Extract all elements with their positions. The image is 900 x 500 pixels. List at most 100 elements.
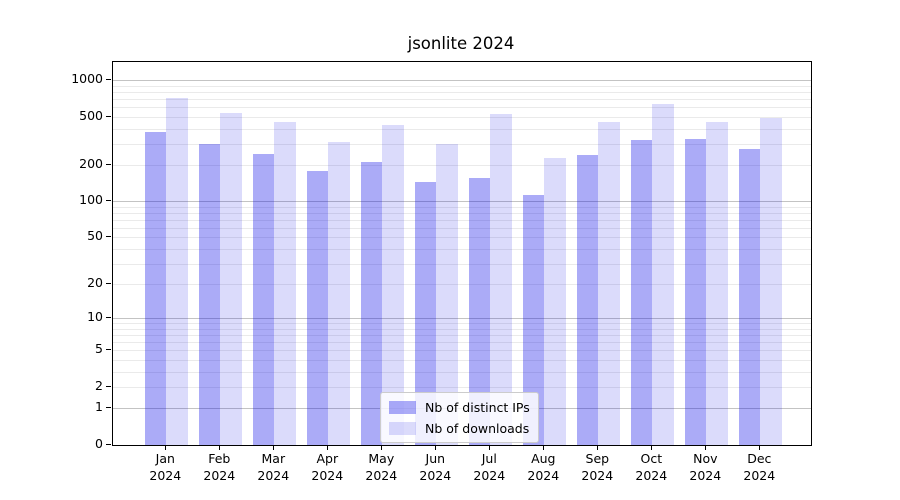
y-tick-mark [106,407,111,409]
bar-distinct-ips-sep [576,154,599,445]
x-tick-mark [381,445,383,450]
y-tick-label: 1 [95,399,103,415]
plot-area: Nb of distinct IPs Nb of downloads [112,61,812,446]
x-tick-mark [435,445,437,450]
month-label: Mar [261,451,286,466]
minor-gridline [113,387,811,388]
y-tick-label: 100 [79,192,103,208]
bar-downloads-feb [220,112,242,445]
minor-gridline [113,284,811,286]
x-tick-label-oct: Oct 2024 [619,451,683,484]
major-gridline [113,201,811,203]
x-tick-label-nov: Nov 2024 [673,451,737,484]
x-tick-mark [759,445,761,450]
minor-gridline [113,350,811,352]
month-label: Apr [316,451,339,466]
minor-gridline [113,342,811,344]
x-tick-mark [273,445,275,450]
month-label: Aug [531,451,556,466]
bar-distinct-ips-oct [630,140,653,445]
x-tick-label-jun: Jun 2024 [403,451,467,484]
minor-gridline [113,335,811,337]
minor-gridline [113,213,811,214]
minor-gridline [113,360,811,361]
month-label: Jan [155,451,175,466]
minor-gridline [113,228,811,229]
year-label: 2024 [257,467,290,483]
legend-row: Nb of downloads [389,420,530,436]
bar-distinct-ips-dec [738,148,761,445]
x-tick-label-apr: Apr 2024 [295,451,359,484]
minor-gridline [113,165,811,166]
x-tick-label-jul: Jul 2024 [457,451,521,484]
y-tick-mark [106,164,111,165]
y-tick-mark [106,386,111,387]
year-label: 2024 [527,467,560,483]
bar-downloads-mar [274,121,296,445]
y-tick-label: 500 [79,107,103,123]
y-tick-mark [106,283,111,285]
minor-gridline [113,329,811,330]
year-label: 2024 [473,467,506,483]
bar-downloads-jul [490,114,512,445]
y-tick-label: 20 [87,275,103,291]
x-tick-mark [327,445,329,450]
bar-distinct-ips-feb [198,144,221,445]
x-tick-label-sep: Sep 2024 [565,451,629,484]
year-label: 2024 [311,467,344,483]
minor-gridline [113,263,811,265]
year-label: 2024 [581,467,614,483]
bar-distinct-ips-may [360,161,383,445]
month-label: Jun [425,451,446,466]
bar-downloads-dec [760,118,782,445]
y-tick-label: 10 [87,309,103,325]
minor-gridline [113,128,811,130]
minor-gridline [113,323,811,325]
x-tick-label-may: May 2024 [349,451,413,484]
y-tick-label: 2 [95,378,103,393]
legend-label: Nb of distinct IPs [425,399,530,415]
bar-downloads-oct [652,103,674,445]
year-label: 2024 [419,467,452,483]
x-tick-label-aug: Aug 2024 [511,451,575,484]
chart-title: jsonlite 2024 [407,34,515,53]
year-label: 2024 [149,467,182,483]
legend-swatch-distinct-ips [389,400,416,414]
y-tick-label: 50 [87,228,103,244]
y-tick-mark [106,349,111,351]
bar-downloads-nov [706,121,728,445]
minor-gridline [113,85,811,87]
month-label: Nov [693,451,718,466]
year-label: 2024 [365,467,398,483]
year-label: 2024 [203,467,236,483]
minor-gridline [113,116,811,118]
legend-swatch-downloads [389,421,416,435]
minor-gridline [113,249,811,250]
y-tick-mark [106,200,111,202]
bar-downloads-jun [436,144,458,445]
y-tick-label: 1000 [71,71,103,87]
bar-distinct-ips-apr [306,170,329,445]
minor-gridline [113,99,811,101]
bar-distinct-ips-jul [468,178,491,445]
y-tick-label: 200 [79,156,103,171]
minor-gridline [113,371,811,373]
x-tick-mark [219,445,221,450]
month-label: Oct [640,451,663,466]
bar-downloads-aug [544,157,566,445]
month-label: Jul [481,451,497,466]
y-tick-label: 5 [95,341,103,357]
y-tick-mark [106,236,111,238]
bar-downloads-sep [598,121,620,445]
bar-distinct-ips-mar [252,154,275,445]
minor-gridline [113,237,811,239]
month-label: Dec [747,451,772,466]
minor-gridline [113,92,811,94]
month-label: May [368,451,395,466]
x-tick-mark [597,445,599,450]
y-tick-label: 0 [95,436,103,451]
x-tick-mark [651,445,653,450]
bar-distinct-ips-jun [414,181,437,445]
minor-gridline [113,107,811,109]
y-tick-mark [106,115,111,117]
